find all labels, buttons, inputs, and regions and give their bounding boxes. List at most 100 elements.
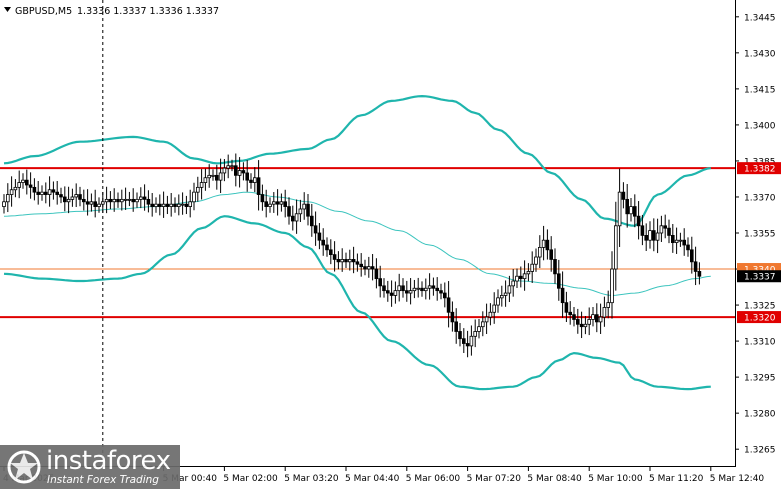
candle[interactable] xyxy=(366,256,371,278)
candle[interactable] xyxy=(549,236,553,272)
candle[interactable] xyxy=(249,173,253,189)
candle[interactable] xyxy=(24,169,29,195)
candle[interactable] xyxy=(85,189,90,216)
symbol-dropdown-icon[interactable] xyxy=(4,7,11,12)
candle[interactable] xyxy=(382,278,386,298)
candle[interactable] xyxy=(412,279,417,299)
candle[interactable] xyxy=(59,187,63,204)
candle[interactable] xyxy=(287,197,291,225)
candle[interactable] xyxy=(450,301,455,332)
candle[interactable] xyxy=(458,322,462,347)
candle[interactable] xyxy=(538,235,542,269)
candle[interactable] xyxy=(363,259,367,276)
candle[interactable] xyxy=(207,164,212,188)
candle[interactable] xyxy=(222,159,227,182)
candle[interactable] xyxy=(332,241,337,272)
candle[interactable] xyxy=(340,248,344,272)
candle[interactable] xyxy=(374,258,379,289)
candle[interactable] xyxy=(161,191,166,218)
candle[interactable] xyxy=(568,301,572,325)
candle[interactable] xyxy=(370,254,375,281)
candle[interactable] xyxy=(306,193,310,226)
candle[interactable] xyxy=(264,189,268,218)
candle[interactable] xyxy=(245,160,250,192)
candle[interactable] xyxy=(633,194,637,228)
candle[interactable] xyxy=(104,186,109,214)
candle[interactable] xyxy=(233,153,238,187)
candle[interactable] xyxy=(621,182,626,209)
candle[interactable] xyxy=(120,189,124,211)
candle[interactable] xyxy=(480,311,485,337)
candle[interactable] xyxy=(74,183,79,208)
candle[interactable] xyxy=(477,318,481,339)
candle[interactable] xyxy=(667,219,671,244)
candle[interactable] xyxy=(401,278,405,298)
candle[interactable] xyxy=(530,251,534,283)
candle[interactable] xyxy=(534,248,538,272)
candle[interactable] xyxy=(36,180,40,205)
candle[interactable] xyxy=(488,303,493,326)
candle[interactable] xyxy=(328,239,333,265)
candle[interactable] xyxy=(123,187,128,210)
candle[interactable] xyxy=(636,201,641,240)
candle[interactable] xyxy=(610,251,614,319)
candle[interactable] xyxy=(112,188,117,212)
candle[interactable] xyxy=(13,179,18,198)
candle[interactable] xyxy=(583,315,588,335)
candle[interactable] xyxy=(442,282,447,308)
candle[interactable] xyxy=(51,181,56,200)
candle[interactable] xyxy=(195,176,200,202)
candle[interactable] xyxy=(298,199,303,222)
candle[interactable] xyxy=(131,188,136,212)
candle[interactable] xyxy=(97,197,101,213)
candle[interactable] xyxy=(541,225,546,261)
candle[interactable] xyxy=(180,192,185,215)
candle[interactable] xyxy=(492,292,496,324)
candle[interactable] xyxy=(82,189,86,211)
candle[interactable] xyxy=(78,186,82,207)
candle[interactable] xyxy=(507,275,512,303)
candle[interactable] xyxy=(6,183,10,213)
candle[interactable] xyxy=(135,192,139,208)
candle[interactable] xyxy=(526,263,531,282)
candle[interactable] xyxy=(602,296,607,327)
candle[interactable] xyxy=(283,189,287,218)
candle[interactable] xyxy=(674,227,679,254)
candle[interactable] xyxy=(576,308,580,334)
candle[interactable] xyxy=(290,205,295,231)
candle[interactable] xyxy=(9,176,14,207)
candle[interactable] xyxy=(188,189,193,218)
candle[interactable] xyxy=(173,197,177,213)
candle[interactable] xyxy=(260,184,265,211)
candle[interactable] xyxy=(157,194,162,216)
candle[interactable] xyxy=(560,271,565,318)
candle[interactable] xyxy=(344,252,348,268)
candle[interactable] xyxy=(169,193,174,217)
candle[interactable] xyxy=(63,186,67,212)
candle[interactable] xyxy=(587,307,591,336)
candle[interactable] xyxy=(522,260,527,291)
candle[interactable] xyxy=(423,278,428,300)
candle[interactable] xyxy=(511,269,515,297)
candle[interactable] xyxy=(47,176,52,207)
candle[interactable] xyxy=(473,319,477,348)
candle[interactable] xyxy=(389,280,394,307)
candle[interactable] xyxy=(138,187,143,209)
candle[interactable] xyxy=(17,170,21,199)
candle[interactable] xyxy=(503,280,508,307)
candle[interactable] xyxy=(439,283,443,300)
candle[interactable] xyxy=(32,178,37,201)
candle[interactable] xyxy=(484,303,489,334)
candle[interactable] xyxy=(465,330,470,358)
candle[interactable] xyxy=(663,214,667,239)
candle[interactable] xyxy=(629,198,633,222)
candle[interactable] xyxy=(655,218,660,254)
candle[interactable] xyxy=(697,262,702,285)
candle[interactable] xyxy=(226,154,231,179)
candle[interactable] xyxy=(671,223,675,253)
candle[interactable] xyxy=(165,195,170,215)
candle[interactable] xyxy=(309,203,314,237)
candle[interactable] xyxy=(268,197,272,213)
candle[interactable] xyxy=(693,246,698,286)
